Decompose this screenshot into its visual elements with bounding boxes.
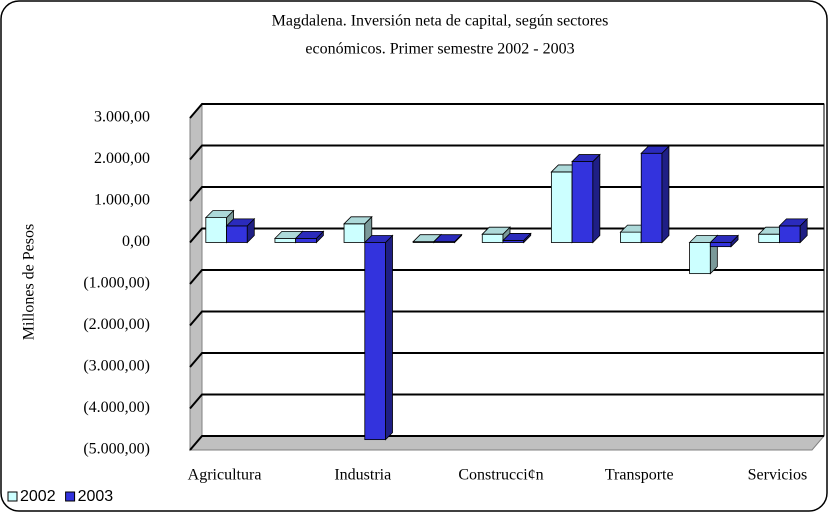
bar [709, 234, 740, 248]
y-tick-label: 0,00 [122, 233, 150, 250]
grid-line [189, 352, 824, 368]
bar-top [225, 218, 256, 227]
bar-top [481, 226, 511, 235]
grid-line [189, 269, 824, 285]
bar-top [432, 234, 463, 243]
bar-top [343, 216, 373, 225]
grid-line [189, 144, 824, 161]
floor [188, 435, 826, 451]
bar [343, 215, 373, 244]
bar-front [205, 217, 227, 243]
bar-front [758, 233, 780, 243]
bar [502, 232, 532, 244]
x-tick-label: Transporte [605, 467, 674, 484]
bar-top [204, 210, 235, 219]
y-tick-label: (3.000,00) [83, 358, 150, 375]
y-tick-label: (1.000,00) [83, 275, 150, 292]
y-tick-label: 3.000,00 [94, 109, 150, 126]
bar-front [689, 242, 711, 275]
bar-front [550, 171, 573, 243]
bar-top [363, 235, 394, 243]
x-tick-label: Servicios [748, 467, 808, 484]
bar [778, 217, 809, 244]
grid-line [189, 310, 824, 327]
y-axis-label: Millones de Pesos [21, 224, 38, 340]
grid-line [189, 103, 824, 119]
bar-front [343, 223, 366, 243]
bar [225, 217, 256, 244]
bar-top [571, 154, 601, 162]
bar-side [385, 234, 393, 441]
legend-swatch [65, 491, 76, 502]
x-tick-label: Construcci¢n [458, 467, 543, 484]
bar [571, 153, 601, 244]
bar-front [364, 242, 386, 441]
bar-front [779, 225, 801, 243]
y-tick-label: (2.000,00) [83, 316, 150, 333]
bar [294, 230, 325, 244]
bar-front [571, 161, 594, 243]
bar-top [294, 230, 325, 239]
bar-side [661, 145, 670, 244]
chart-title: económicos. Primer semestre 2002 - 2003 [305, 41, 574, 58]
y-tick-label: (4.000,00) [83, 399, 150, 416]
x-tick-label: Agricultura [188, 467, 262, 484]
chart-title: Magdalena. Inversión neta de capital, se… [272, 13, 609, 30]
bar-side [592, 153, 601, 244]
bar [432, 233, 463, 244]
bar-top [640, 145, 670, 154]
bar [481, 226, 511, 244]
bar-front [481, 233, 504, 243]
y-tick-label: 1.000,00 [94, 192, 150, 209]
x-tick-label: Industria [334, 467, 391, 484]
bar-top [709, 235, 740, 243]
bar-front [709, 242, 732, 248]
bar-top [502, 233, 532, 241]
bar-front [620, 231, 642, 243]
y-tick-label: (5.000,00) [83, 441, 150, 458]
legend-swatch [7, 491, 18, 502]
grid-line [189, 393, 824, 410]
legend-label: 2002 [20, 488, 56, 505]
y-tick-label: 2.000,00 [94, 150, 150, 167]
grid-line [189, 435, 824, 451]
bar-front [226, 225, 248, 243]
bar [363, 234, 394, 441]
grid-line [189, 186, 824, 202]
bar-front [295, 237, 317, 243]
bar-front [274, 237, 297, 243]
grid-line [189, 227, 824, 244]
bar [640, 145, 670, 244]
bar-top [778, 218, 809, 227]
legend-label: 2003 [78, 488, 114, 505]
bar-front [640, 152, 663, 243]
